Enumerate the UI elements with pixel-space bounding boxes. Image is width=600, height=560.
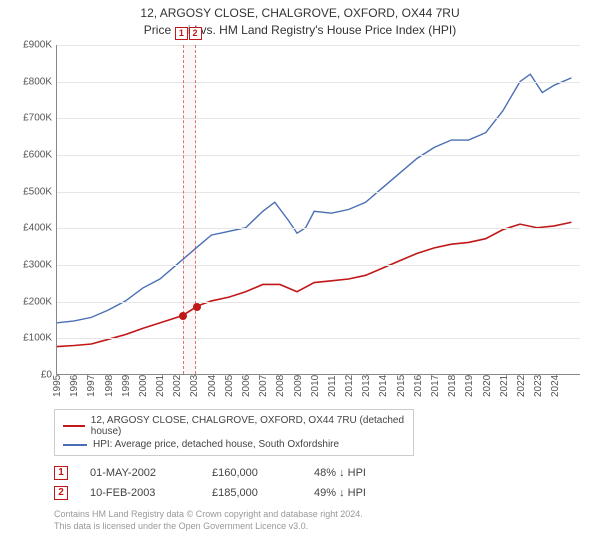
event-price: £160,000 (212, 467, 292, 479)
gridline (57, 82, 580, 83)
sale-point-marker (193, 303, 201, 311)
gridline (57, 192, 580, 193)
chart-area: £0 £100K £200K £300K £400K £500K £600K £700K £80… (10, 45, 590, 405)
gridline (57, 118, 580, 119)
line-svg (57, 45, 580, 374)
series-line (57, 74, 571, 323)
x-tick-label: 2024 (550, 375, 576, 397)
gridline (57, 338, 580, 339)
legend-row-property: 12, ARGOSY CLOSE, CHALGROVE, OXFORD, OX4… (63, 414, 405, 438)
legend-swatch-hpi (63, 444, 87, 446)
event-price: £185,000 (212, 487, 292, 499)
gridline (57, 155, 580, 156)
y-tick-label: £900K (10, 40, 52, 51)
legend-label-property: 12, ARGOSY CLOSE, CHALGROVE, OXFORD, OX4… (91, 415, 405, 437)
sale-period-band (183, 45, 197, 374)
gridline (57, 45, 580, 46)
legend-row-hpi: HPI: Average price, detached house, Sout… (63, 438, 405, 451)
y-tick-label: £0 (10, 370, 52, 381)
event-hpi-delta: 48% ↓ HPI (314, 467, 394, 479)
y-tick-label: £500K (10, 186, 52, 197)
y-tick-label: £600K (10, 150, 52, 161)
footer-line-2: This data is licensed under the Open Gov… (54, 520, 590, 532)
sale-events: 1 01-MAY-2002 £160,000 48% ↓ HPI 2 10-FEB-200… (54, 466, 590, 500)
series-line (57, 222, 571, 346)
legend-box: 12, ARGOSY CLOSE, CHALGROVE, OXFORD, OX4… (54, 409, 414, 456)
y-tick-label: £300K (10, 260, 52, 271)
y-tick-label: £400K (10, 223, 52, 234)
event-number-box: 1 (54, 466, 68, 480)
chart-title-address: 12, ARGOSY CLOSE, CHALGROVE, OXFORD, OX4… (10, 6, 590, 20)
chart-subtitle: Price paid vs. HM Land Registry's House … (10, 23, 590, 37)
plot-area (56, 45, 580, 375)
y-tick-label: £200K (10, 296, 52, 307)
legend-label-hpi: HPI: Average price, detached house, Sout… (93, 439, 339, 450)
y-tick-label: £100K (10, 333, 52, 344)
sale-marker-label: 1 (175, 27, 188, 40)
gridline (57, 265, 580, 266)
sale-event-row: 1 01-MAY-2002 £160,000 48% ↓ HPI (54, 466, 590, 480)
attribution-footer: Contains HM Land Registry data © Crown c… (54, 508, 590, 532)
sale-event-row: 2 10-FEB-2003 £185,000 49% ↓ HPI (54, 486, 590, 500)
event-number-box: 2 (54, 486, 68, 500)
sale-marker-label: 2 (189, 27, 202, 40)
gridline (57, 302, 580, 303)
event-date: 01-MAY-2002 (90, 467, 190, 479)
footer-line-1: Contains HM Land Registry data © Crown c… (54, 508, 590, 520)
legend-swatch-property (63, 425, 85, 427)
chart-container: 12, ARGOSY CLOSE, CHALGROVE, OXFORD, OX4… (0, 0, 600, 538)
event-hpi-delta: 49% ↓ HPI (314, 487, 394, 499)
gridline (57, 228, 580, 229)
y-tick-label: £800K (10, 76, 52, 87)
sale-point-marker (179, 312, 187, 320)
y-tick-label: £700K (10, 113, 52, 124)
event-date: 10-FEB-2003 (90, 487, 190, 499)
